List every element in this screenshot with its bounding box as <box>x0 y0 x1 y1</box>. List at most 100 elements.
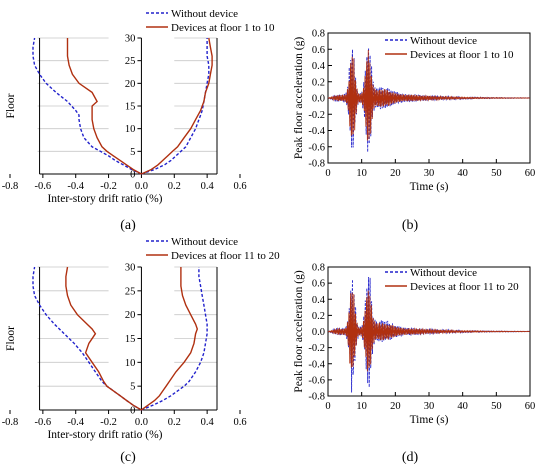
panel-label-d: (d) <box>402 450 419 465</box>
y-tick-label: 0.4 <box>312 61 326 72</box>
legend-label: Devices at floor 1 to 10 <box>171 22 275 34</box>
y-tick-label: 15 <box>125 102 136 113</box>
y-tick-label: 0.0 <box>312 94 325 105</box>
legend-label: Without device <box>171 8 238 20</box>
y-axis-label: Floor <box>5 326 17 351</box>
panel-label-a: (a) <box>120 218 136 233</box>
x-tick-label: -0.6 <box>35 181 52 192</box>
y-axis-label: Peak floor acceleration (g) <box>293 270 305 392</box>
chart-b: -0.8 -0.6 -0.4 -0.2 0.0 0.2 0.4 0.6 0.8 0 10 20 30 40… <box>293 29 535 194</box>
y-tick-label: -0.8 <box>308 159 325 170</box>
y-tick-label: -0.6 <box>308 375 325 386</box>
series-line-without-device-positive <box>141 38 210 175</box>
legend-label: Without device <box>410 267 477 279</box>
series-line-with-devices-positive <box>140 267 199 411</box>
legend: Without device Devices at floor 1 to 10 <box>385 35 514 61</box>
series-line-with-devices-negative <box>66 38 142 175</box>
y-tick-label: -0.4 <box>308 359 325 370</box>
x-tick-label: 30 <box>424 401 435 412</box>
y-tick-label: 30 <box>125 263 136 274</box>
legend-label: Without device <box>410 35 477 47</box>
x-tick-label: 0 <box>325 401 330 412</box>
x-tick-label: 60 <box>525 401 536 412</box>
x-tick-label: -0.4 <box>67 417 84 428</box>
y-tick-label: 0.8 <box>312 263 325 274</box>
x-tick-label: 50 <box>491 401 502 412</box>
y-tick-label: 0.2 <box>312 77 325 88</box>
y-tick-label: 25 <box>125 286 136 297</box>
y-tick-label: 20 <box>125 79 136 90</box>
x-axis-label: Inter-story drift ratio (%) <box>47 193 162 205</box>
x-tick-label: 10 <box>356 168 367 179</box>
x-tick-label: 60 <box>525 168 536 179</box>
y-tick-label: 0.8 <box>312 29 325 40</box>
y-tick-label: 15 <box>125 334 136 345</box>
x-tick-label: 50 <box>491 168 502 179</box>
x-tick-label: 40 <box>457 168 468 179</box>
y-tick-label: 25 <box>125 56 136 67</box>
x-tick-label: -0.6 <box>35 417 52 428</box>
x-tick-label: 0.2 <box>168 417 181 428</box>
legend: Without device Devices at floor 11 to 20 <box>385 267 519 293</box>
legend-label: Devices at floor 1 to 10 <box>410 49 514 61</box>
chart-d: -0.8 -0.6 -0.4 -0.2 0.0 0.2 0.4 0.6 0.8 0 10 20 30 40… <box>293 263 535 427</box>
y-tick-label: 0 <box>130 170 135 181</box>
y-tick-label: -0.8 <box>308 392 325 403</box>
legend-label: Without device <box>171 236 238 248</box>
x-tick-label: -0.8 <box>2 417 19 428</box>
x-tick-label: 0.6 <box>233 181 246 192</box>
y-tick-label: -0.4 <box>308 126 325 137</box>
x-tick-label: -0.4 <box>67 181 84 192</box>
x-tick-label: 0.0 <box>135 417 148 428</box>
x-tick-label: 20 <box>390 168 401 179</box>
y-tick-label: 0 <box>130 406 135 417</box>
x-tick-label: 0.4 <box>201 417 215 428</box>
series-line-with-devices-positive <box>141 37 213 175</box>
series-line-without-device-negative <box>32 37 142 175</box>
series-line-with-devices-negative <box>65 266 142 411</box>
x-tick-label: -0.2 <box>100 417 117 428</box>
legend-label: Devices at floor 11 to 20 <box>410 281 519 293</box>
legend: Without device Devices at floor 1 to 10 <box>146 8 275 34</box>
y-tick-label: -0.6 <box>308 142 325 153</box>
y-tick-label: 0.6 <box>312 279 325 290</box>
y-tick-label: 10 <box>125 124 136 135</box>
legend-label: Devices at floor 11 to 20 <box>171 250 280 262</box>
chart-a: 0 5 10 15 20 25 30 -0.8 -0.6 -0.4 -0.2 0.0 0.2 0.4 0.6… <box>2 8 275 205</box>
legend: Without device Devices at floor 11 to 20 <box>146 236 280 262</box>
y-tick-label: 0.0 <box>312 327 325 338</box>
chart-c: 0 5 10 15 20 25 30 -0.8 -0.6 -0.4 -0.2 0.0 0.2 0.4 0.6… <box>2 236 280 441</box>
x-axis-label: Inter-story drift ratio (%) <box>47 429 162 441</box>
y-tick-label: 30 <box>125 34 136 45</box>
y-axis-label: Floor <box>5 93 17 118</box>
y-tick-label: 5 <box>130 147 135 158</box>
y-tick-label: 0.6 <box>312 45 325 56</box>
y-tick-label: -0.2 <box>308 343 325 354</box>
y-tick-label: -0.2 <box>308 110 325 121</box>
x-tick-label: 10 <box>356 401 367 412</box>
y-tick-label: 20 <box>125 310 136 321</box>
x-tick-label: 0.0 <box>135 181 148 192</box>
panel-label-c: (c) <box>120 450 136 465</box>
y-tick-label: 10 <box>125 358 136 369</box>
x-tick-label: 20 <box>390 401 401 412</box>
x-tick-label: 40 <box>457 401 468 412</box>
series-line-without-device-positive <box>141 267 208 411</box>
series-line-with-devices <box>327 49 530 141</box>
x-axis-label: Time (s) <box>410 181 449 193</box>
x-tick-label: 0.4 <box>201 181 215 192</box>
panel-label-b: (b) <box>402 218 419 233</box>
x-tick-label: 0 <box>325 168 330 179</box>
x-tick-label: 30 <box>424 168 435 179</box>
x-tick-label: -0.2 <box>100 181 117 192</box>
x-axis-label: Time (s) <box>410 414 449 426</box>
y-tick-label: 0.4 <box>312 295 326 306</box>
x-tick-label: 0.6 <box>233 417 246 428</box>
y-tick-label: 0.2 <box>312 311 325 322</box>
y-axis-label: Peak floor acceleration (g) <box>293 37 305 159</box>
y-tick-label: 5 <box>130 382 135 393</box>
x-tick-label: 0.2 <box>168 181 181 192</box>
x-tick-label: -0.8 <box>2 181 19 192</box>
series-line-with-devices <box>327 290 530 372</box>
